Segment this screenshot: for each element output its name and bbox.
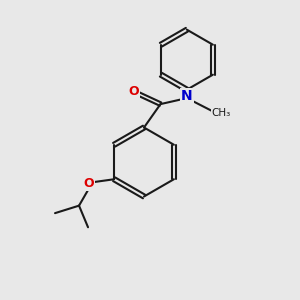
Text: CH₃: CH₃ xyxy=(212,108,231,118)
Text: N: N xyxy=(181,89,193,103)
Text: O: O xyxy=(83,177,94,190)
Text: O: O xyxy=(128,85,139,98)
